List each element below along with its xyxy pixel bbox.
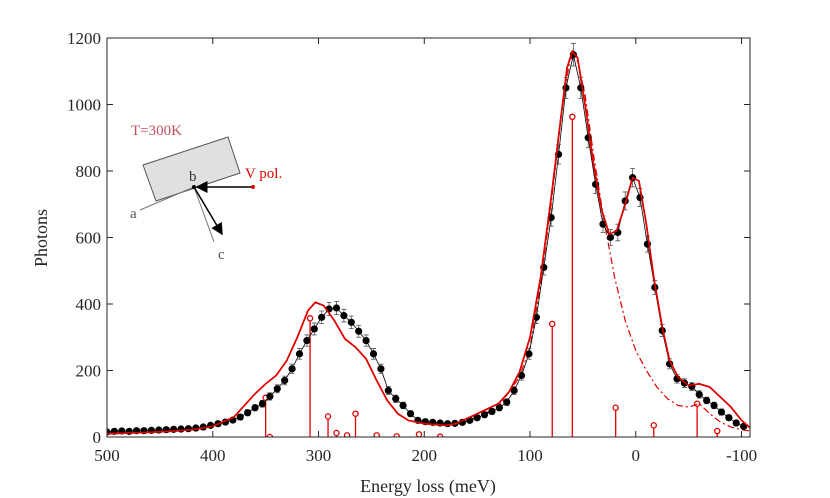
data-point <box>362 336 370 345</box>
fit-line <box>424 57 750 432</box>
data-point <box>406 410 415 418</box>
data-point <box>340 312 348 320</box>
data-point <box>184 425 193 433</box>
stem-marker <box>373 432 380 437</box>
x-tick-label: 300 <box>306 446 332 465</box>
x-tick-label: 500 <box>94 446 120 465</box>
data-point <box>251 404 259 412</box>
data-point <box>606 233 615 242</box>
data-point <box>473 414 481 422</box>
y-tick-label: 0 <box>93 428 102 447</box>
data-point <box>318 313 326 321</box>
data-point <box>703 396 711 405</box>
fit-line <box>107 49 750 435</box>
data-point <box>725 414 733 422</box>
data-point <box>125 427 133 435</box>
data-point <box>258 400 267 408</box>
data-point <box>695 390 703 399</box>
data-point <box>710 401 718 410</box>
data-point <box>295 350 304 358</box>
stem-marker <box>415 431 423 437</box>
data-point <box>355 327 363 335</box>
annotation: c <box>218 247 225 263</box>
stem-marker <box>324 413 332 420</box>
sample-rect <box>142 136 241 202</box>
stem-marker <box>713 427 721 435</box>
data-point <box>369 350 378 358</box>
annotation: a <box>130 206 137 222</box>
outgoing-arrow <box>193 186 223 236</box>
y-tick-label: 600 <box>76 229 102 248</box>
stem-marker <box>548 320 556 328</box>
stem-marker <box>333 429 340 437</box>
x-tick-label: -100 <box>726 446 757 465</box>
y-tick-label: 400 <box>76 295 102 314</box>
stem-marker <box>569 113 576 121</box>
data-point <box>236 413 244 421</box>
data-point <box>310 325 318 333</box>
data-point <box>347 318 355 326</box>
x-axis-label: Energy loss (meV) <box>360 476 496 497</box>
axis-a <box>139 186 195 211</box>
data-point <box>732 419 740 427</box>
data-point <box>488 407 496 415</box>
stem-marker <box>393 433 401 437</box>
data-point <box>377 365 385 373</box>
x-tick-label: 400 <box>200 446 226 465</box>
stem-marker <box>650 422 658 429</box>
inset-diagram: T=300K V pol. a b c <box>130 123 282 263</box>
x-tick-label: 0 <box>632 446 641 465</box>
plot-area <box>107 38 750 437</box>
annotation: V pol. <box>245 166 282 182</box>
data-point <box>480 411 489 419</box>
data-point <box>399 401 407 410</box>
data-point <box>303 336 311 345</box>
data-point <box>443 420 452 428</box>
stem-marker <box>343 432 351 437</box>
x-tick-label: 200 <box>412 446 438 465</box>
y-tick-label: 800 <box>76 162 102 181</box>
data-point <box>525 350 533 358</box>
annotation: b <box>189 169 197 185</box>
stem-marker <box>352 410 359 417</box>
data-point <box>281 376 289 385</box>
data-point <box>503 398 511 406</box>
data-point <box>384 386 392 395</box>
x-tick-label: 100 <box>517 446 543 465</box>
y-tick-label: 1000 <box>67 96 101 115</box>
data-point <box>288 365 296 373</box>
data-point <box>273 385 281 393</box>
pol-dot <box>251 185 255 189</box>
data-point <box>177 425 185 433</box>
data-point <box>332 304 341 312</box>
y-tick-label: 1200 <box>67 29 101 48</box>
y-tick-label: 200 <box>76 362 102 381</box>
y-axis-label: Photons <box>31 209 51 267</box>
plot-content <box>107 42 750 437</box>
data-point <box>266 392 274 401</box>
axis-c <box>193 186 215 243</box>
data-point <box>717 408 726 416</box>
b-dot <box>192 185 196 189</box>
data-point <box>495 404 503 412</box>
data-point <box>392 395 400 403</box>
annotation: T=300K <box>131 123 182 139</box>
data-point <box>510 386 518 395</box>
data-point <box>517 371 526 380</box>
stem-marker <box>612 404 619 411</box>
stem-marker <box>306 315 314 322</box>
data-point <box>244 409 252 417</box>
